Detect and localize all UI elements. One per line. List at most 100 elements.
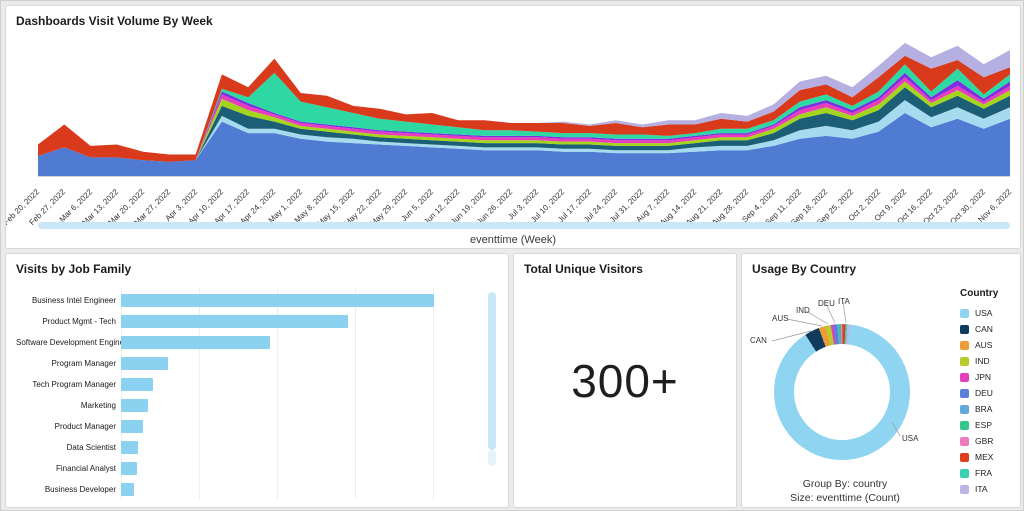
gridline [121,288,122,500]
bar-category-label: Business Developer [44,485,116,494]
gridline [199,288,200,500]
area-series-2-light-cyan[interactable] [38,100,1010,162]
legend-item-ind[interactable]: IND [960,356,993,366]
legend-item-esp[interactable]: ESP [960,420,993,430]
legend-label: BRA [975,404,993,414]
gridline [277,288,278,500]
bar[interactable] [121,462,137,475]
bar-category-label: Product Manager [54,422,116,431]
legend-item-fra[interactable]: FRA [960,468,993,478]
legend-item-usa[interactable]: USA [960,308,993,318]
legend-item-bra[interactable]: BRA [960,404,993,414]
legend-label: GBR [975,436,994,446]
x-axis-line [38,176,1010,177]
legend-item-gbr[interactable]: GBR [960,436,993,446]
legend-label: ESP [975,420,993,430]
panel-usage-by-country: Usage By Country Country USA CAN AUS IND JPN… [741,253,1021,508]
bar-row: Program Manager [16,353,482,374]
bar-category-label: Business Intel Engineer [31,296,116,305]
bar[interactable] [121,441,138,454]
gridline [433,288,434,500]
bar[interactable] [121,357,168,370]
legend-swatch [960,324,969,334]
bar-row: Product Manager [16,416,482,437]
donut-hole [794,344,890,440]
bar-track [121,357,482,370]
donut-callout-aus: AUS [772,314,789,323]
bar[interactable] [121,399,148,412]
legend-swatch [960,356,969,366]
gridline [355,288,356,500]
legend-label: CAN [975,324,993,334]
bar-track [121,336,482,349]
legend-swatch [960,468,969,478]
area-series-7-mint[interactable] [38,64,1010,162]
bar-row: Business Intel Engineer [16,290,482,311]
bar-row: Business Developer [16,479,482,500]
legend-label: JPN [975,372,992,382]
bar-track [121,441,482,454]
usage-by-country-title: Usage By Country [752,262,857,276]
donut-callout-ita: ITA [838,297,850,306]
area-series-3-dark-teal[interactable] [38,87,1010,162]
visit-volume-area-chart[interactable] [38,40,1010,176]
legend-swatch [960,436,969,446]
legend-item-mex[interactable]: MEX [960,452,993,462]
donut-callout-deu: DEU [818,299,835,308]
vertical-scrollbar[interactable] [488,292,496,450]
size-by-note: Size: eventtime (Count) [790,492,900,504]
area-series-1-blue[interactable] [38,113,1010,176]
legend-swatch [960,340,969,350]
area-series-8-red[interactable] [38,55,1010,162]
horizontal-scrollbar[interactable] [38,222,1010,229]
legend-swatch [960,372,969,382]
bar-track [121,420,482,433]
area-series-6-purple[interactable] [38,72,1010,162]
bar-row: Data Scientist [16,437,482,458]
legend-label: DEU [975,388,993,398]
area-series-9-lavender[interactable] [38,42,1010,155]
visit-volume-title: Dashboards Visit Volume By Week [16,14,213,28]
bar[interactable] [121,336,270,349]
legend-label: ITA [975,484,988,494]
job-family-title: Visits by Job Family [16,262,132,276]
legend-swatch [960,388,969,398]
area-series-5-magenta[interactable] [38,77,1010,162]
bar-category-label: Marketing [80,401,116,410]
legend-item-can[interactable]: CAN [960,324,993,334]
bar-track [121,378,482,391]
donut-callout-can: CAN [750,336,767,345]
legend-item-aus[interactable]: AUS [960,340,993,350]
bar[interactable] [121,420,143,433]
bar-category-label: Financial Analyst [55,464,116,473]
callout-line [786,318,823,327]
bar-track [121,462,482,475]
legend-swatch [960,484,969,494]
legend-label: MEX [975,452,994,462]
donut-callout-usa: USA [902,434,919,443]
bar-track [121,399,482,412]
bar[interactable] [121,378,153,391]
legend-swatch [960,420,969,430]
panel-visit-volume: Dashboards Visit Volume By Week Feb 20, … [5,5,1021,249]
area-series-4-yellow-green[interactable] [38,81,1010,162]
country-legend-items: USA CAN AUS IND JPN DEU BRA ESP GBR MEX FRA ITA [960,308,993,500]
x-axis-title: eventtime (Week) [470,234,556,246]
bar-track [121,294,482,307]
unique-visitors-value: 300+ [571,355,679,407]
bar-row: Tech Program Manager [16,374,482,395]
bar-track [121,315,482,328]
unique-visitors-title: Total Unique Visitors [524,262,643,276]
legend-item-deu[interactable]: DEU [960,388,993,398]
bar[interactable] [121,483,134,496]
legend-item-jpn[interactable]: JPN [960,372,993,382]
country-legend-title: Country [960,288,999,299]
legend-item-ita[interactable]: ITA [960,484,993,494]
bar[interactable] [121,315,348,328]
vertical-scrollbar-track[interactable] [488,450,496,466]
bar[interactable] [121,294,434,307]
legend-label: USA [975,308,993,318]
legend-swatch [960,404,969,414]
group-by-note: Group By: country [802,478,888,490]
